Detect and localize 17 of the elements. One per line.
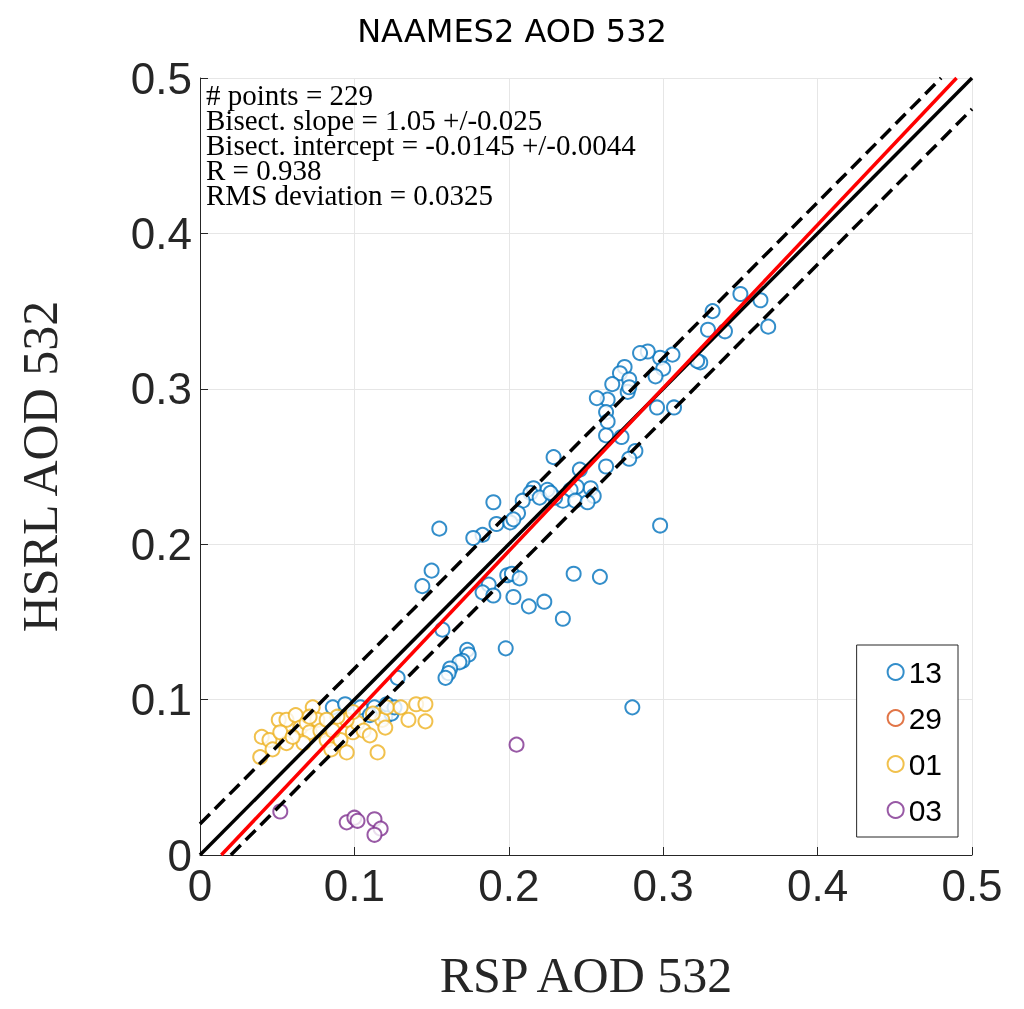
x-tick-label: 0.1 <box>323 860 385 910</box>
x-tick-label: 0.4 <box>787 860 849 910</box>
x-tick-label: 0.2 <box>478 860 540 910</box>
y-tick-label: 0.3 <box>130 364 192 414</box>
y-tick-label: 0.4 <box>130 208 192 258</box>
chart-title: NAAMES2 AOD 532 <box>357 12 667 50</box>
legend-label: 29 <box>908 701 943 735</box>
legend-label: 01 <box>908 747 943 781</box>
x-tick-label: 0.5 <box>941 860 1003 910</box>
y-tick-label: 0.1 <box>130 675 192 725</box>
y-tick-label: 0.5 <box>130 53 192 103</box>
y-tick-label: 0.2 <box>130 519 192 569</box>
x-tick-label: 0.3 <box>632 860 694 910</box>
legend-label: 13 <box>908 655 943 689</box>
y-axis-title: HSRL AOD 532 <box>12 300 68 633</box>
legend-label: 03 <box>908 793 943 827</box>
x-axis-title: RSP AOD 532 <box>439 947 733 1003</box>
